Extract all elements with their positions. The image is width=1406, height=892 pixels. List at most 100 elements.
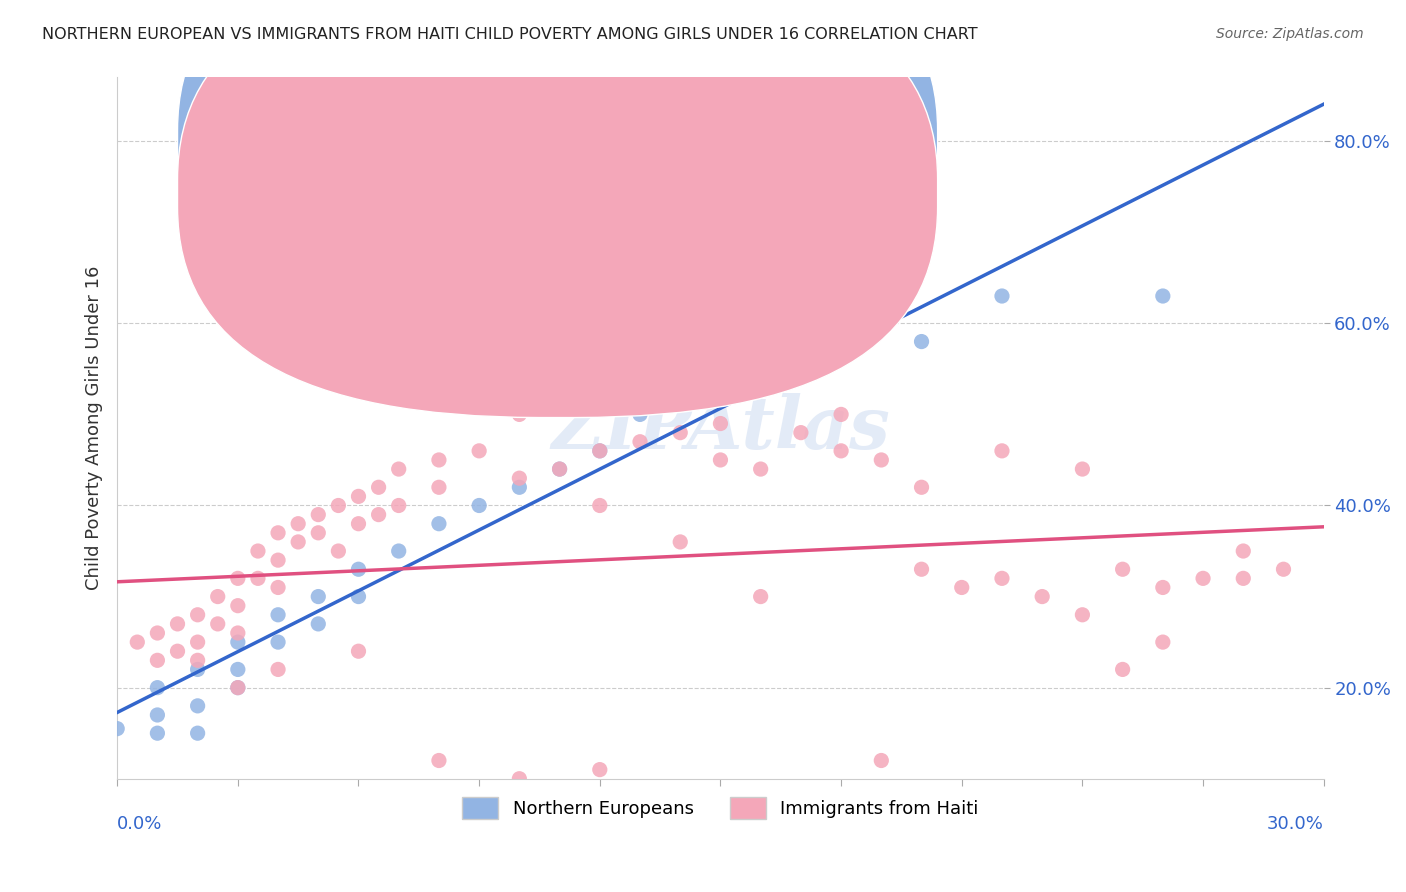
Point [910, 562, 932, 576]
Point [991, 443, 1014, 458]
Point [187, 635, 209, 649]
Point [709, 417, 731, 431]
Point [1152, 581, 1174, 595]
Point [508, 480, 530, 494]
Point [870, 453, 893, 467]
Point [1152, 635, 1174, 649]
Point [166, 644, 188, 658]
Point [669, 244, 692, 258]
Point [790, 362, 813, 376]
Point [367, 508, 389, 522]
Point [187, 726, 209, 740]
Point [187, 662, 209, 676]
FancyBboxPatch shape [522, 102, 920, 211]
Point [910, 334, 932, 349]
Point [146, 626, 169, 640]
Text: R = 0.318   N = 73: R = 0.318 N = 73 [588, 176, 758, 194]
Point [427, 453, 450, 467]
FancyBboxPatch shape [177, 0, 938, 368]
Point [950, 581, 973, 595]
Point [589, 499, 612, 513]
Point [105, 722, 128, 736]
Point [468, 443, 491, 458]
Y-axis label: Child Poverty Among Girls Under 16: Child Poverty Among Girls Under 16 [86, 266, 103, 591]
Point [508, 772, 530, 786]
Point [468, 499, 491, 513]
Point [226, 681, 249, 695]
Point [307, 616, 329, 631]
Text: Source: ZipAtlas.com: Source: ZipAtlas.com [1216, 27, 1364, 41]
Point [830, 443, 852, 458]
Point [589, 763, 612, 777]
Point [1272, 562, 1295, 576]
Point [910, 480, 932, 494]
Point [226, 681, 249, 695]
Point [328, 544, 350, 558]
Point [307, 590, 329, 604]
Point [790, 425, 813, 440]
Point [508, 471, 530, 485]
Point [991, 571, 1014, 585]
Point [1071, 607, 1094, 622]
Point [226, 635, 249, 649]
Point [146, 681, 169, 695]
Point [347, 590, 370, 604]
Point [226, 599, 249, 613]
Point [589, 443, 612, 458]
Point [328, 499, 350, 513]
Point [226, 626, 249, 640]
Point [991, 289, 1014, 303]
Point [388, 789, 411, 804]
Point [166, 616, 188, 631]
Point [267, 662, 290, 676]
Point [669, 535, 692, 549]
Point [427, 516, 450, 531]
Point [669, 425, 692, 440]
Point [388, 499, 411, 513]
Point [749, 590, 772, 604]
Text: NORTHERN EUROPEAN VS IMMIGRANTS FROM HAITI CHILD POVERTY AMONG GIRLS UNDER 16 CO: NORTHERN EUROPEAN VS IMMIGRANTS FROM HAI… [42, 27, 977, 42]
Point [427, 754, 450, 768]
Text: ZIPAtlas: ZIPAtlas [551, 392, 890, 464]
Point [226, 571, 249, 585]
Point [589, 443, 612, 458]
Point [628, 408, 651, 422]
Point [347, 516, 370, 531]
Point [267, 525, 290, 540]
Point [187, 653, 209, 667]
Point [207, 590, 229, 604]
Point [628, 434, 651, 449]
Point [830, 408, 852, 422]
FancyBboxPatch shape [177, 0, 938, 417]
Point [267, 607, 290, 622]
Point [307, 525, 329, 540]
Point [287, 516, 309, 531]
Point [187, 698, 209, 713]
Text: R = 0.627   N = 29: R = 0.627 N = 29 [588, 130, 758, 148]
Point [146, 653, 169, 667]
Point [388, 544, 411, 558]
Point [709, 453, 731, 467]
Point [870, 754, 893, 768]
Point [146, 726, 169, 740]
Point [267, 635, 290, 649]
Point [1111, 662, 1133, 676]
Point [267, 581, 290, 595]
Point [246, 571, 269, 585]
Point [146, 708, 169, 723]
Text: 30.0%: 30.0% [1267, 815, 1323, 833]
Point [388, 462, 411, 476]
Point [548, 462, 571, 476]
Point [307, 508, 329, 522]
Text: 0.0%: 0.0% [117, 815, 163, 833]
Point [1232, 544, 1254, 558]
Point [749, 462, 772, 476]
Point [1111, 562, 1133, 576]
Point [548, 462, 571, 476]
Point [1031, 590, 1053, 604]
Legend: Northern Europeans, Immigrants from Haiti: Northern Europeans, Immigrants from Hait… [456, 789, 986, 826]
Point [207, 616, 229, 631]
Point [1152, 289, 1174, 303]
Point [709, 380, 731, 394]
Point [287, 535, 309, 549]
